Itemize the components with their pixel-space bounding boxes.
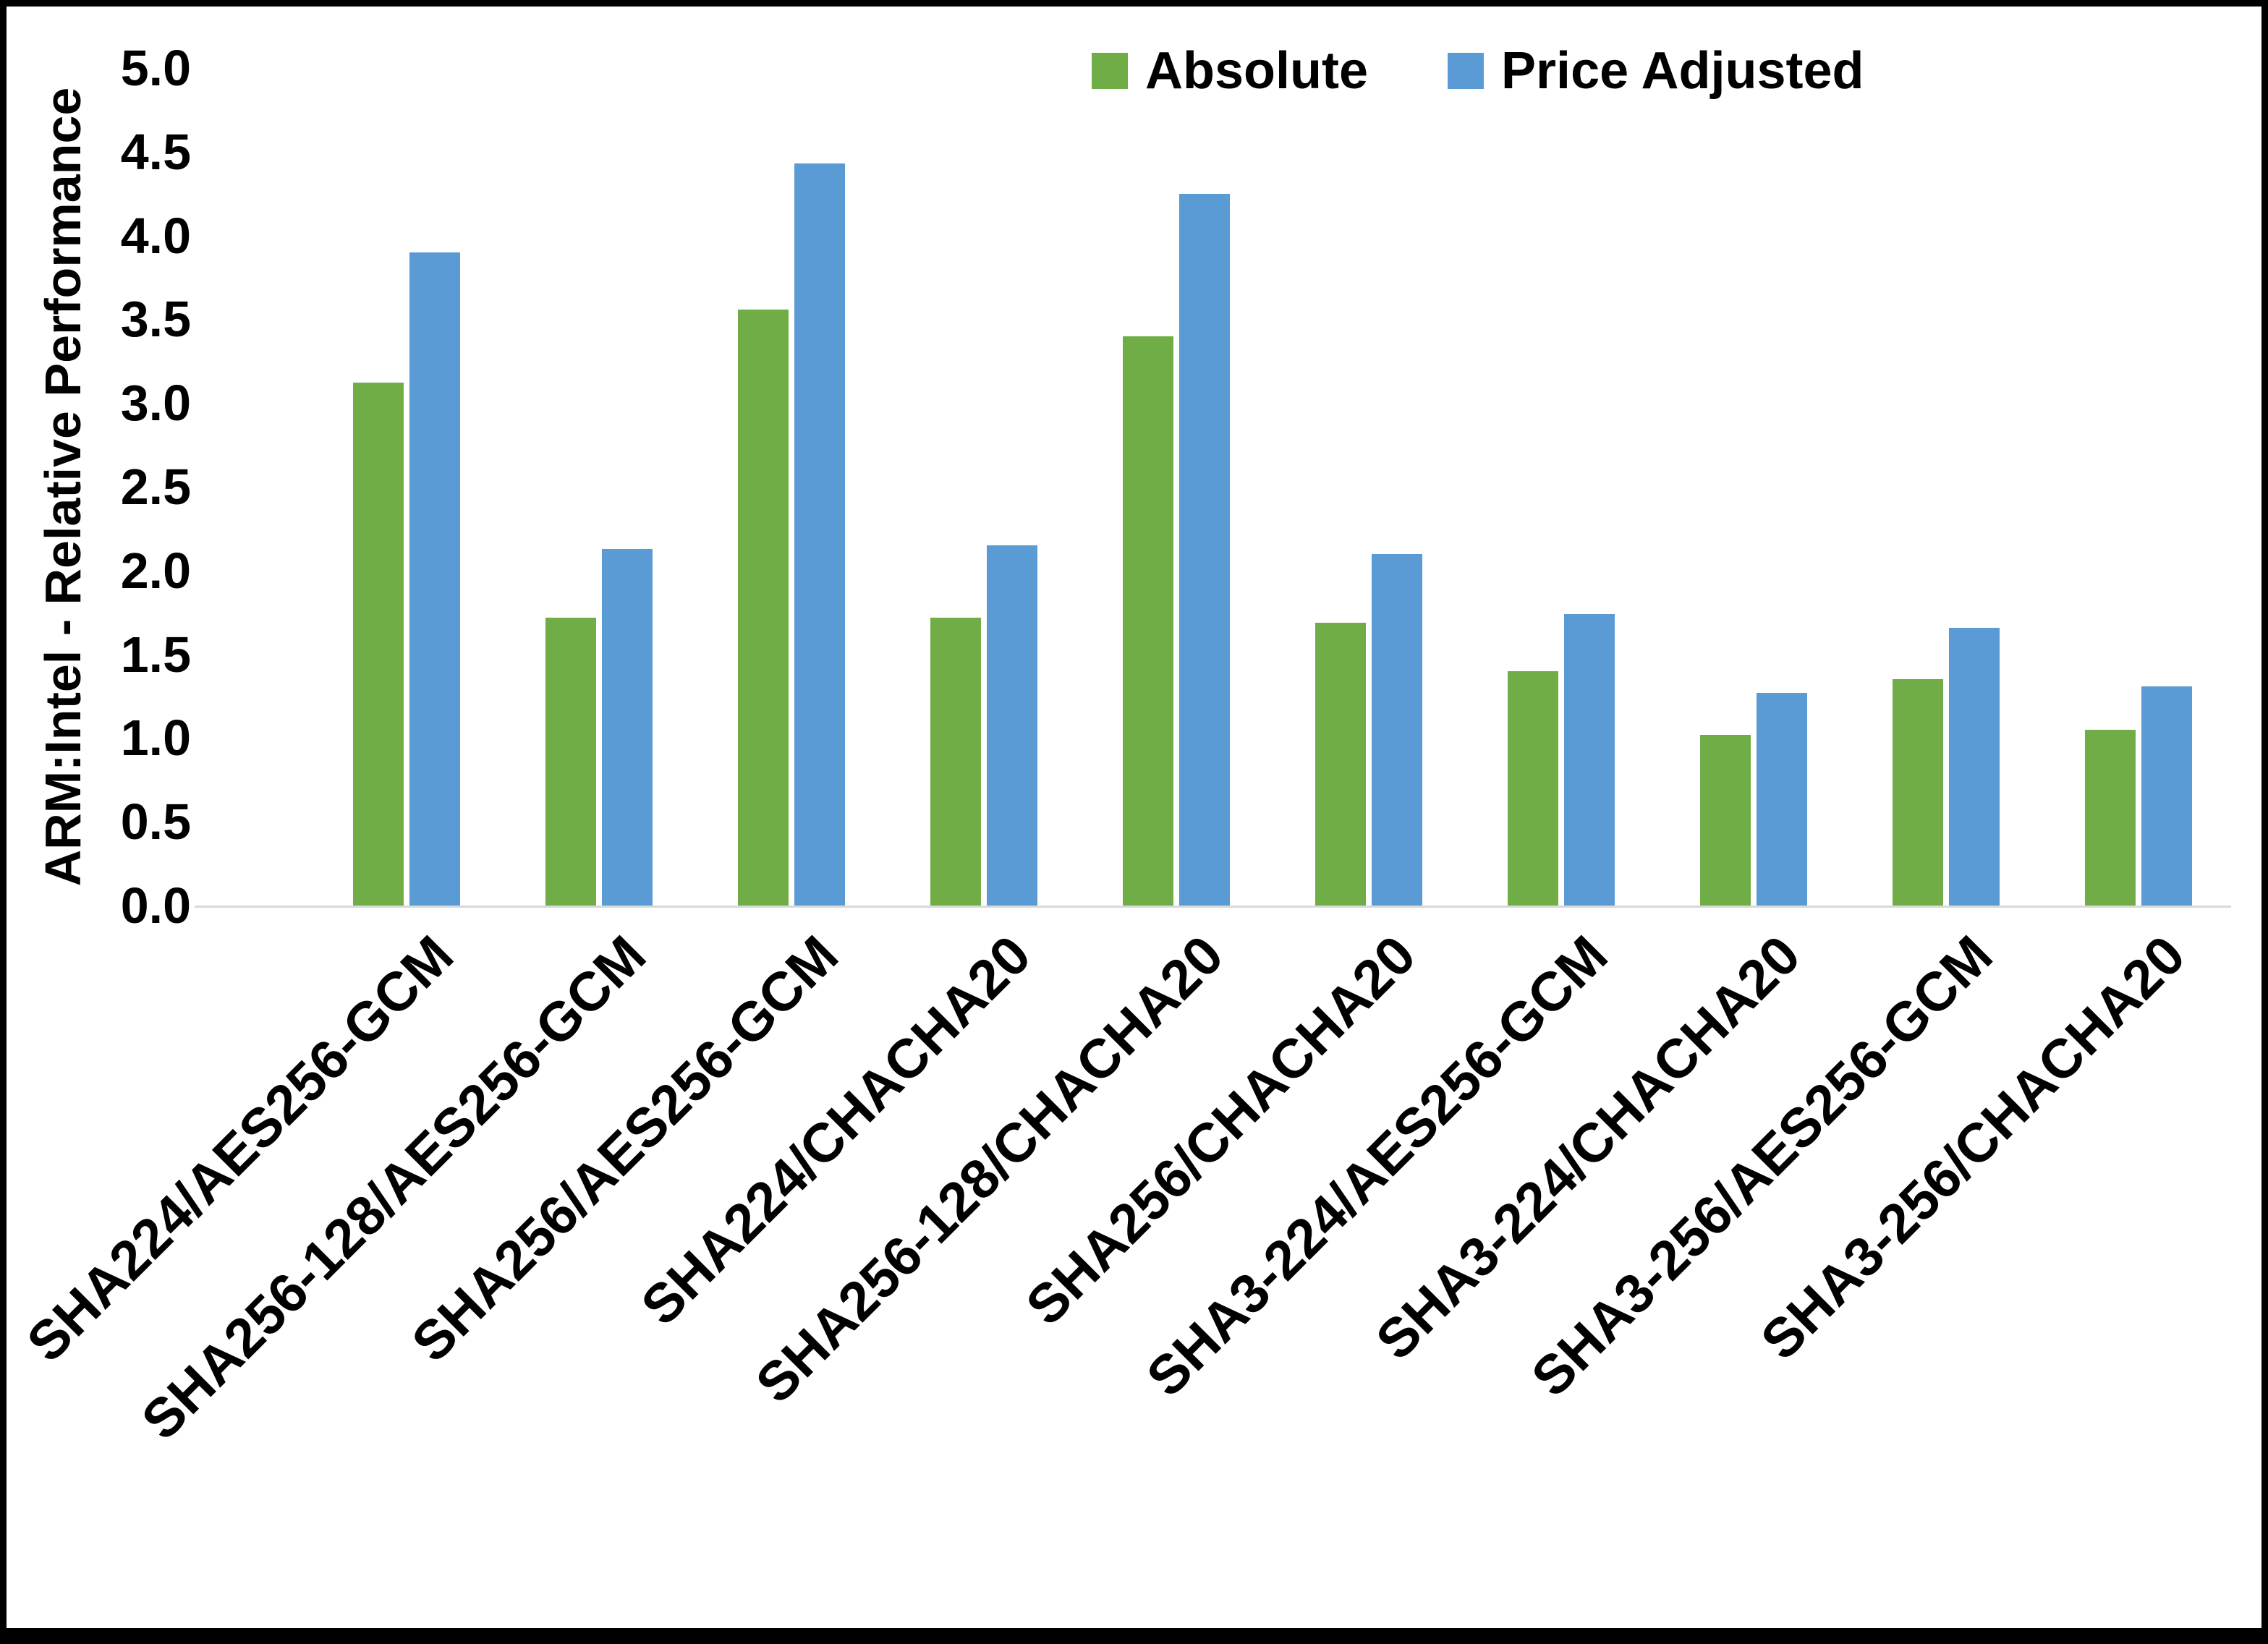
bar-price-adjusted	[409, 252, 460, 906]
legend-label-price-adjusted: Price Adjusted	[1501, 42, 1864, 100]
bar-absolute	[1315, 622, 1366, 906]
y-tick-label: 3.0	[120, 375, 191, 432]
bar-absolute	[353, 383, 404, 906]
bar-absolute	[2085, 729, 2136, 906]
y-tick-label: 2.0	[120, 542, 191, 599]
y-tick-label: 1.5	[120, 626, 191, 683]
y-tick-label: 2.5	[120, 459, 191, 515]
bar-price-adjusted	[602, 548, 653, 906]
legend-item-price-adjusted: Price Adjusted	[1448, 41, 1864, 101]
x-axis-line	[195, 906, 2231, 908]
bar-price-adjusted	[1757, 692, 1807, 906]
bar-price-adjusted	[794, 163, 845, 906]
bar-price-adjusted	[987, 545, 1037, 906]
legend-item-absolute: Absolute	[1092, 41, 1368, 101]
legend-label-absolute: Absolute	[1145, 42, 1369, 100]
bar-absolute	[1123, 336, 1173, 906]
x-axis-label: SHA256/CHACHA20	[1014, 924, 1427, 1337]
bar-absolute	[738, 309, 789, 906]
bar-price-adjusted	[1179, 193, 1230, 906]
x-axis-label: SHA224/CHACHA20	[629, 924, 1042, 1337]
bar-price-adjusted	[2141, 686, 2192, 906]
y-tick-label: 0.5	[120, 793, 191, 851]
bar-absolute	[1893, 679, 1943, 906]
bar-absolute	[1700, 734, 1751, 906]
chart-canvas: ARM:Intel - Relative Performance Absolut…	[7, 7, 2261, 1628]
y-tick-label: 1.0	[120, 710, 191, 767]
legend: Absolute Price Adjusted	[1092, 41, 1864, 101]
bar-absolute	[930, 617, 981, 906]
y-tick-label: 4.0	[120, 207, 191, 264]
bar-price-adjusted	[1949, 627, 2000, 906]
bar-price-adjusted	[1564, 614, 1615, 906]
bar-price-adjusted	[1372, 553, 1422, 906]
bar-absolute	[1508, 670, 1558, 906]
y-tick-label: 4.5	[120, 123, 191, 180]
legend-swatch-absolute	[1092, 53, 1128, 89]
legend-swatch-price-adjusted	[1448, 53, 1485, 89]
y-tick-label: 3.5	[120, 291, 191, 348]
y-tick-label: 5.0	[120, 40, 191, 96]
bar-absolute	[545, 617, 596, 906]
y-tick-label: 0.0	[120, 877, 191, 934]
